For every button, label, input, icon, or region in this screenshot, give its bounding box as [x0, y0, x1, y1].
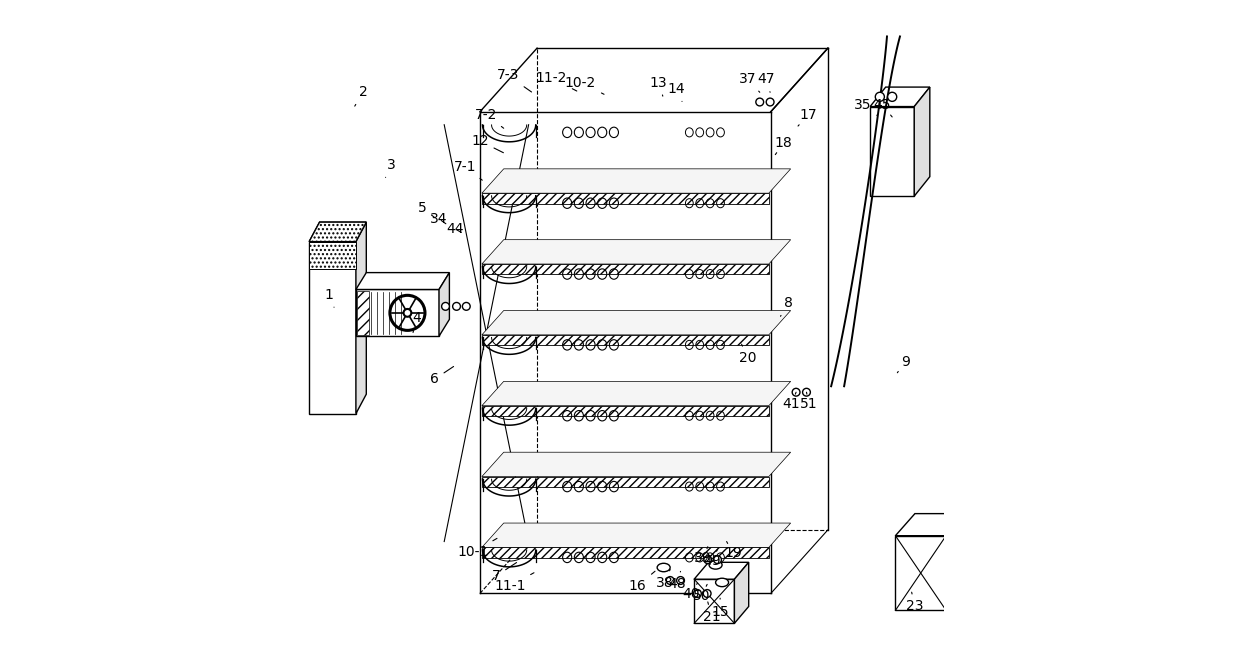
Polygon shape — [870, 106, 914, 196]
Text: 21: 21 — [703, 602, 721, 624]
Polygon shape — [482, 193, 769, 203]
Text: 7-3: 7-3 — [497, 68, 532, 92]
Text: 16: 16 — [629, 571, 655, 593]
Text: 18: 18 — [774, 136, 793, 155]
Circle shape — [792, 389, 800, 396]
Circle shape — [667, 576, 674, 584]
Polygon shape — [482, 406, 769, 416]
Text: 6: 6 — [430, 366, 453, 386]
Text: 49: 49 — [703, 550, 721, 568]
Polygon shape — [482, 264, 769, 274]
Text: 5: 5 — [418, 201, 434, 217]
Text: 4: 4 — [413, 311, 421, 333]
Polygon shape — [870, 87, 929, 106]
Text: 12: 12 — [471, 134, 503, 153]
Text: 39: 39 — [694, 547, 711, 565]
Text: 14: 14 — [668, 82, 685, 102]
Polygon shape — [310, 222, 367, 242]
Text: 8: 8 — [781, 296, 793, 316]
Circle shape — [766, 98, 774, 106]
Text: 35: 35 — [854, 98, 877, 115]
Polygon shape — [356, 222, 367, 413]
Text: 41: 41 — [783, 393, 800, 411]
Polygon shape — [896, 514, 965, 536]
Text: 10-2: 10-2 — [565, 76, 605, 95]
Text: 51: 51 — [800, 393, 818, 411]
Polygon shape — [482, 381, 790, 406]
Polygon shape — [310, 242, 356, 269]
Polygon shape — [482, 523, 790, 548]
Text: 13: 13 — [649, 76, 668, 96]
Text: 7-1: 7-1 — [453, 160, 482, 180]
Polygon shape — [356, 289, 439, 336]
Text: 48: 48 — [668, 571, 685, 591]
Text: 38: 38 — [655, 569, 673, 590]
Text: 9: 9 — [897, 355, 909, 373]
Circle shape — [462, 303, 470, 310]
Circle shape — [887, 93, 897, 101]
Polygon shape — [482, 240, 790, 264]
Circle shape — [803, 389, 810, 396]
Polygon shape — [735, 562, 748, 623]
Ellipse shape — [657, 563, 670, 572]
Circle shape — [756, 98, 763, 106]
Polygon shape — [482, 548, 769, 557]
Text: 10-1: 10-1 — [457, 539, 497, 559]
Ellipse shape — [716, 578, 729, 587]
Text: 40: 40 — [683, 583, 700, 601]
Circle shape — [694, 589, 701, 597]
Circle shape — [404, 309, 411, 317]
Text: 34: 34 — [430, 212, 447, 226]
Polygon shape — [310, 242, 356, 413]
Polygon shape — [482, 335, 769, 346]
Text: 2: 2 — [354, 85, 368, 106]
Polygon shape — [914, 87, 929, 196]
Text: 23: 23 — [906, 592, 923, 614]
Text: 7: 7 — [492, 563, 517, 583]
Polygon shape — [482, 477, 769, 487]
Text: 44: 44 — [446, 222, 463, 235]
Circle shape — [704, 556, 711, 563]
Text: 45: 45 — [873, 98, 892, 117]
Text: 17: 17 — [798, 108, 817, 126]
Circle shape — [714, 556, 721, 563]
Polygon shape — [439, 273, 450, 336]
Circle shape — [875, 93, 885, 101]
Text: 7-2: 7-2 — [476, 108, 504, 128]
Ellipse shape — [709, 561, 722, 569]
Text: 19: 19 — [725, 542, 742, 560]
Text: 11-1: 11-1 — [494, 572, 534, 593]
Polygon shape — [482, 310, 790, 335]
Circle shape — [452, 303, 461, 310]
Text: 20: 20 — [740, 344, 757, 366]
Text: 3: 3 — [385, 158, 395, 177]
Polygon shape — [310, 222, 367, 242]
Polygon shape — [694, 579, 735, 623]
Text: 1: 1 — [325, 288, 335, 307]
Text: 15: 15 — [711, 598, 729, 619]
Circle shape — [704, 589, 711, 597]
Polygon shape — [694, 562, 748, 579]
Polygon shape — [947, 514, 965, 610]
Text: 47: 47 — [757, 72, 774, 93]
Polygon shape — [482, 169, 790, 193]
Text: 37: 37 — [740, 72, 760, 93]
Text: 50: 50 — [693, 584, 710, 603]
Text: 11-2: 11-2 — [535, 71, 577, 91]
Polygon shape — [356, 273, 450, 289]
Circle shape — [676, 576, 684, 584]
Polygon shape — [482, 452, 790, 477]
Circle shape — [441, 303, 450, 310]
Polygon shape — [357, 291, 369, 335]
Polygon shape — [896, 536, 947, 610]
